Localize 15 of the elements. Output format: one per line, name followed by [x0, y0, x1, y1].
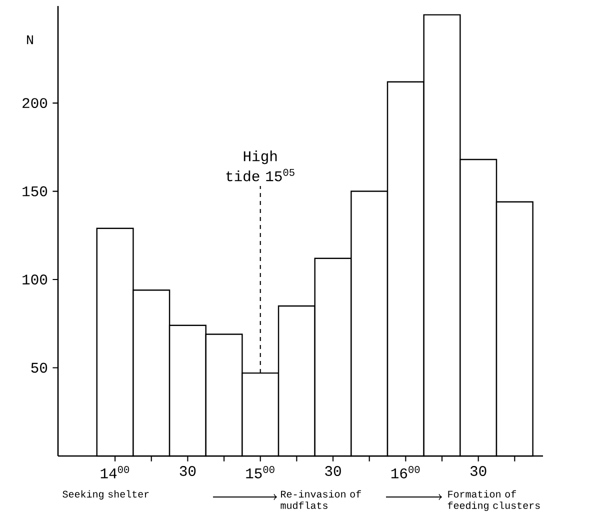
x-tick-label: 15$^{00}$: [246, 466, 274, 478]
x-tick-label: 30: [180, 466, 196, 476]
text: Re-invasion of mudflats: [280, 490, 361, 509]
x-tick-label: 16$^{00}$: [391, 466, 420, 478]
text: Seeking shelter: [62, 490, 149, 500]
y-axis-title: N: [27, 35, 33, 44]
x-tick-label: 30: [325, 466, 341, 476]
y-tick-label: 100: [22, 274, 48, 284]
x-tick-label: 14$^{00}$: [100, 466, 130, 478]
y-tick-label: 150: [22, 186, 48, 196]
text: Formation of feeding clusters: [448, 490, 540, 511]
y-tick-label: 50: [31, 362, 48, 373]
annotation: High tide 15$^{05}$: [226, 150, 294, 182]
y-tick-label: 200: [22, 98, 48, 108]
x-tick-label: 30: [470, 466, 486, 476]
